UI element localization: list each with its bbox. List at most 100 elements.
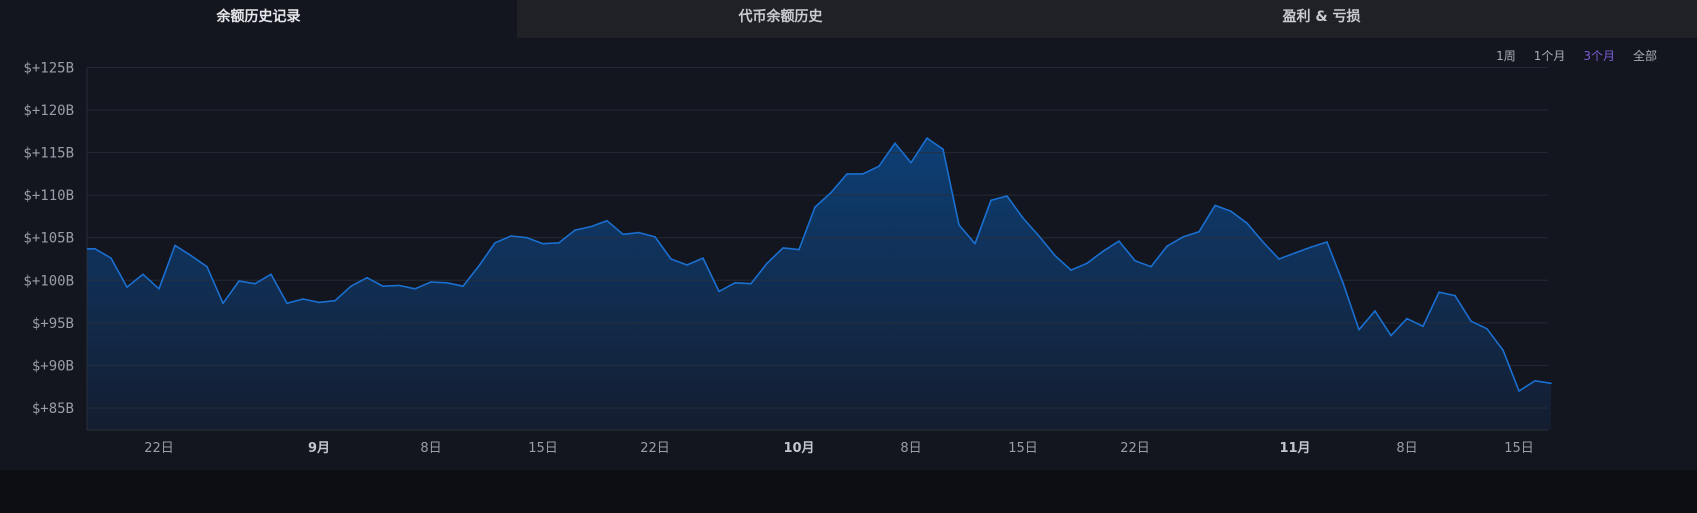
data-point [1278,258,1280,260]
data-point [1070,269,1072,271]
data-point [942,148,944,150]
data-point [158,288,160,290]
data-point [302,298,304,300]
data-point [798,248,800,251]
data-point [414,288,416,290]
data-point [1230,210,1232,213]
data-point [830,191,832,194]
x-tick-label: 15日 [528,441,558,456]
data-point [1198,230,1200,233]
data-point [638,231,640,234]
tab-balance-history[interactable]: 余额历史记录 [0,0,517,38]
data-point [1470,320,1472,322]
y-tick-label: $+100B [23,273,74,289]
data-point [206,265,208,268]
data-point [462,285,464,288]
y-tick-label: $+115B [23,146,74,162]
x-tick-label: 15日 [1008,441,1038,456]
data-point [446,282,448,284]
data-point [1454,294,1456,297]
data-point [974,242,976,245]
data-point [94,247,96,250]
y-tick-label: $+105B [23,231,74,247]
data-point [526,236,528,239]
data-point [286,302,288,305]
data-point [494,242,496,244]
data-point [334,299,336,302]
data-point [1486,328,1488,330]
data-point [958,224,960,226]
data-point [686,264,688,266]
data-point [430,281,432,283]
balance-area-chart: $+125B $+120B $+115B $+110B $+105B $+100B $+95… [23,60,1552,456]
data-point [1374,310,1376,312]
x-tick-label: 22日 [640,441,670,456]
data-point [558,242,560,244]
data-point [190,254,192,257]
data-point [174,244,176,247]
data-point [1182,236,1184,238]
data-point [878,165,880,167]
data-point [542,242,544,245]
tab-token-balance-history[interactable]: 代币余额历史 [738,9,823,25]
data-point [270,273,272,276]
data-point [1438,291,1440,294]
x-tick-label: 11月 [1279,441,1310,456]
data-point [238,280,240,282]
balance-area-fill [87,138,1551,430]
y-tick-label: $+90B [32,358,74,374]
range-1-week-button[interactable]: 1周 [1496,49,1516,63]
time-range-selector: 1周 1个月 3个月 全部 [1496,47,1657,64]
x-tick-label: 15日 [1504,441,1534,456]
data-point [846,173,848,175]
data-point [382,285,384,288]
y-tick-label: $+120B [23,103,74,119]
x-tick-label: 10月 [783,441,814,456]
data-point [398,284,400,287]
tab-bar: 余额历史记录 代币余额历史 盈利 & 亏损 [0,0,1697,38]
range-3-months-button[interactable]: 3个月 [1583,49,1615,63]
data-point [366,276,368,279]
data-point [1534,379,1536,382]
data-point [254,282,256,285]
y-tick-label: $+110B [23,188,74,204]
data-point [718,290,720,293]
data-point [1294,252,1296,254]
tab-profit-loss[interactable]: 盈利 & 亏损 [1282,9,1361,25]
data-point [1550,382,1552,385]
data-point [926,137,928,139]
range-all-button[interactable]: 全部 [1632,49,1657,63]
data-point [1118,240,1120,242]
data-point [1054,254,1056,257]
bottom-strip [0,470,1697,513]
data-point [142,273,144,276]
x-tick-label: 8日 [420,441,441,456]
data-point [1022,217,1024,219]
data-point [670,258,672,260]
data-point [1038,235,1040,237]
data-point [1150,265,1152,268]
data-point [574,229,576,231]
y-tick-label: $+125B [23,60,74,76]
data-point [1406,317,1408,320]
data-point [990,199,992,202]
data-point [734,282,736,284]
data-point [750,282,752,285]
data-point [1502,349,1504,351]
data-point [910,161,912,164]
data-point [894,142,896,145]
data-point [1326,241,1328,243]
range-1-month-button[interactable]: 1个月 [1533,49,1566,63]
data-point [1422,325,1424,328]
data-point [862,173,864,175]
data-point [318,301,320,304]
y-tick-label: $+85B [32,401,74,417]
data-point [1102,250,1104,253]
data-point [1134,259,1136,262]
data-point [350,285,352,288]
data-point [478,265,480,267]
data-point [1214,204,1216,207]
data-point [1246,222,1248,225]
data-point [702,257,704,259]
data-point [814,206,816,208]
